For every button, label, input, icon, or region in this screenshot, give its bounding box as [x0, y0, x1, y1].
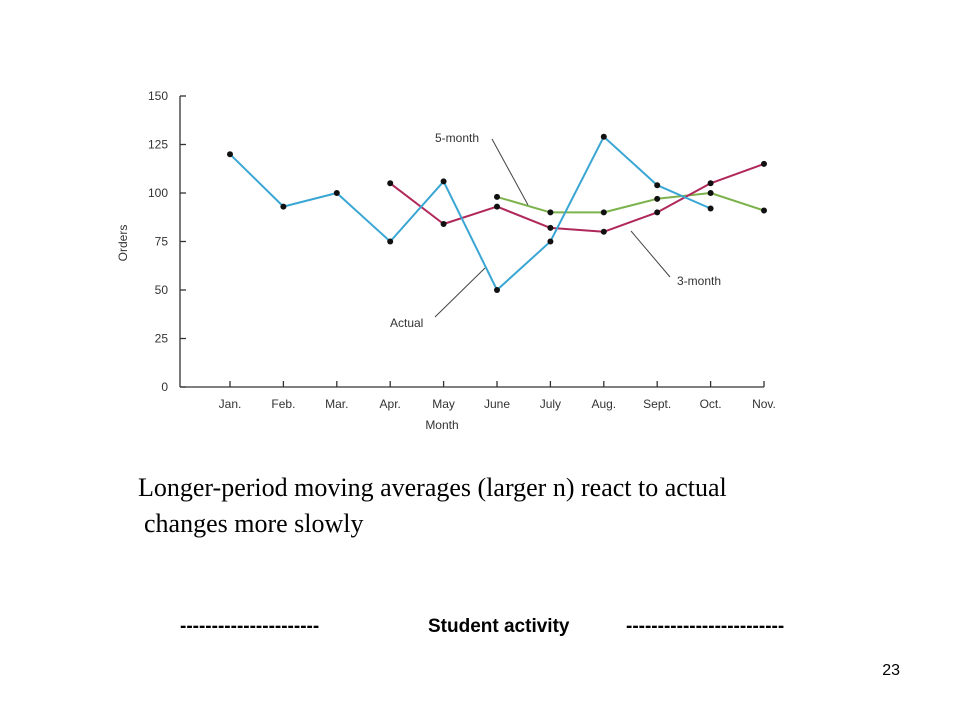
- data-point-3-month: [440, 221, 447, 228]
- annotations: 5-month 3-month Actual: [390, 131, 721, 330]
- series-line-3-month: [389, 162, 765, 233]
- data-point-actual: [654, 182, 661, 189]
- x-tick-label: Oct.: [700, 397, 722, 411]
- x-tick-label: Mar.: [325, 397, 348, 411]
- x-tick-label: Nov.: [752, 397, 776, 411]
- data-point-5-month: [654, 195, 661, 202]
- data-point-actual: [227, 151, 233, 158]
- data-point-3-month: [600, 228, 607, 235]
- series-layer: [227, 133, 767, 293]
- x-axis-title: Month: [425, 418, 458, 432]
- data-point-3-month: [707, 180, 714, 187]
- chart-panel: 0 25 50 75 100 125 150 Jan. Feb. Mar. Apr. May June J…: [110, 55, 795, 440]
- actual-leader-line: [434, 267, 486, 318]
- five-month-label: 5-month: [435, 131, 479, 145]
- data-point-5-month: [600, 209, 607, 216]
- data-point-3-month: [387, 180, 394, 187]
- y-tick-label: 25: [155, 332, 169, 346]
- series-line-5-month: [496, 192, 765, 214]
- page-number: 23: [882, 662, 900, 679]
- y-tick-label: 125: [148, 138, 168, 152]
- data-point-actual: [547, 238, 554, 245]
- x-tick-label: Aug.: [591, 397, 616, 411]
- data-point-3-month: [654, 209, 661, 216]
- data-point-5-month: [547, 209, 554, 216]
- five-month-leader-line: [491, 138, 529, 206]
- moving-average-chart: 0 25 50 75 100 125 150 Jan. Feb. Mar. Apr. May June J…: [116, 89, 776, 432]
- activity-right-dashes: -------------------------: [626, 616, 785, 637]
- caption: Longer-period moving averages (larger n)…: [138, 470, 898, 542]
- x-tick-label: Sept.: [643, 397, 671, 411]
- y-tick-label: 75: [155, 235, 169, 249]
- y-tick-label: 0: [161, 380, 168, 394]
- data-point-actual: [707, 205, 714, 212]
- x-tick-label: May: [432, 397, 455, 411]
- data-point-actual: [600, 133, 607, 140]
- activity-label: Student activity: [428, 616, 570, 637]
- three-month-label: 3-month: [677, 274, 721, 288]
- data-point-3-month: [761, 160, 767, 167]
- actual-label: Actual: [390, 316, 423, 330]
- y-tick-label: 150: [148, 89, 168, 103]
- axes: 0 25 50 75 100 125 150 Jan. Feb. Mar. Apr. May June J…: [116, 89, 776, 432]
- data-point-actual: [333, 190, 340, 196]
- three-month-leader-line: [630, 230, 671, 278]
- x-tick-label: Feb.: [271, 397, 295, 411]
- data-point-5-month: [761, 207, 767, 214]
- caption-line-1: Longer-period moving averages (larger n)…: [138, 473, 727, 502]
- data-point-actual: [280, 203, 287, 210]
- data-point-5-month: [707, 190, 714, 196]
- data-point-actual: [494, 287, 500, 293]
- data-point-actual: [387, 238, 394, 245]
- data-point-actual: [440, 178, 447, 185]
- x-tick-label: July: [540, 397, 561, 411]
- series-line-actual: [229, 135, 711, 291]
- student-activity-row: ---------------------- Student activity …: [180, 616, 860, 640]
- data-point-3-month: [494, 203, 500, 210]
- y-tick-label: 100: [148, 186, 168, 200]
- x-tick-label: Jan.: [219, 397, 242, 411]
- data-point-3-month: [547, 224, 554, 231]
- x-tick-label: Apr.: [380, 397, 401, 411]
- y-axis-title: Orders: [116, 225, 130, 262]
- y-tick-label: 50: [155, 283, 169, 297]
- data-point-5-month: [494, 193, 500, 200]
- activity-left-dashes: ----------------------: [180, 616, 320, 637]
- caption-line-2: changes more slowly: [144, 509, 364, 538]
- x-tick-label: June: [484, 397, 510, 411]
